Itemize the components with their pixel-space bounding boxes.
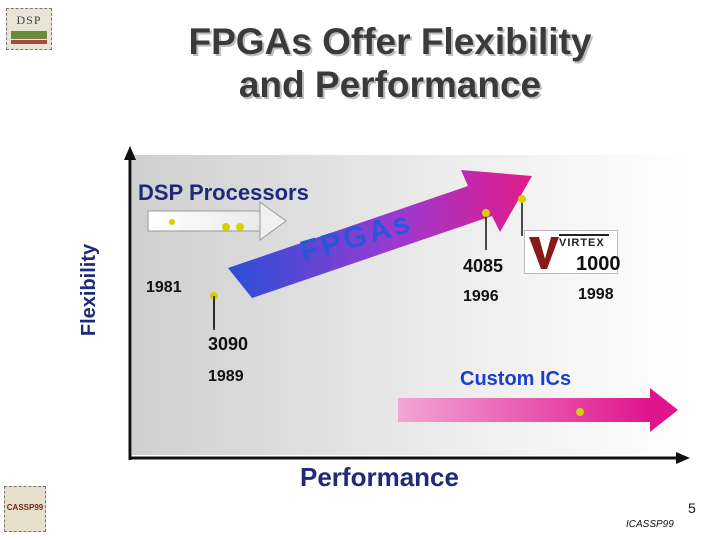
marker-dot-4085 — [482, 209, 490, 217]
custom-ics-arrow-head — [650, 388, 678, 432]
y-axis-arrowhead — [124, 146, 136, 160]
year-1981: 1981 — [146, 279, 182, 296]
conference-label: ICASSP99 — [626, 519, 674, 530]
custom-ics-label: Custom ICs — [460, 368, 572, 390]
virtex-v-icon — [529, 237, 559, 269]
year-1996: 1996 — [463, 288, 499, 305]
y-axis-label: Flexibility — [78, 243, 100, 337]
title-line-1: FPGAs Offer Flexibility — [188, 21, 592, 62]
dsp-arrow-head — [259, 201, 287, 241]
marker-dot-virtex — [518, 195, 526, 203]
title-line-2: and Performance — [238, 64, 542, 105]
virtex-logo-text: VIRTEX — [559, 237, 605, 249]
custom-ics-dot — [576, 408, 584, 416]
dsp-logo-text: DSP — [16, 13, 42, 27]
sidebar: DSP CASSP99 — [0, 0, 56, 540]
dsp-logo-stripe-red — [11, 40, 47, 44]
icassp-logo: CASSP99 — [4, 486, 46, 532]
custom-ics-arrow-body — [398, 398, 650, 422]
device-4085: 4085 — [463, 256, 504, 276]
x-axis-label: Performance — [300, 462, 459, 492]
year-1989: 1989 — [208, 368, 244, 385]
dsp-logo-stripe — [11, 31, 47, 39]
dsp-logo: DSP — [6, 8, 52, 50]
device-3090: 3090 — [208, 334, 249, 354]
slide-title: FPGAs Offer Flexibility and Performance — [100, 20, 680, 106]
dsp-dot-2 — [236, 223, 244, 231]
icassp-logo-text: CASSP99 — [6, 503, 44, 512]
virtex-logo: VIRTEX — [524, 230, 618, 274]
fpga-arrow — [228, 170, 532, 298]
page-number: 5 — [688, 500, 696, 516]
dsp-processors-label: DSP Processors — [138, 180, 309, 205]
dsp-dot-1 — [222, 223, 230, 231]
virtex-logo-bar — [559, 234, 609, 236]
device-1000: 1000 — [576, 253, 621, 275]
dsp-dot-3 — [169, 219, 175, 225]
year-1998: 1998 — [578, 286, 614, 303]
x-axis-arrowhead — [676, 452, 690, 464]
